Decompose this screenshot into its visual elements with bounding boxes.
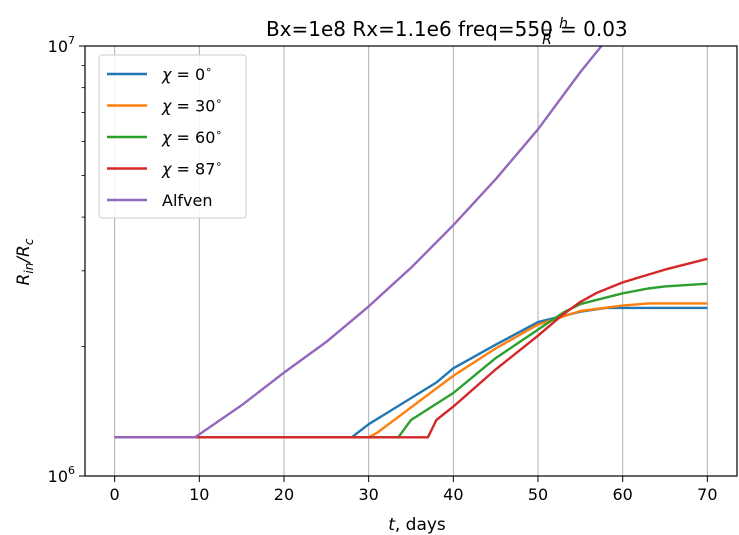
- legend-label: Alfven: [162, 191, 212, 210]
- series-line-2: [114, 282, 708, 439]
- legend-box: [98, 54, 247, 219]
- y-axis: 106 107: [48, 34, 85, 486]
- series-layer: [114, 46, 708, 439]
- legend-label: χ = 30∘: [161, 95, 222, 116]
- title-fraction-den: R: [542, 32, 552, 48]
- series-line-1: [114, 302, 708, 439]
- legend-label: χ = 0∘: [161, 63, 212, 84]
- title-suffix: = 0.03: [560, 17, 628, 41]
- x-tick-label: 40: [443, 485, 463, 504]
- y-axis-label: Rin/Rc: [14, 238, 36, 285]
- chart-title: Bx=1e8 Rx=1.1e6 freq=550 h: [266, 16, 568, 41]
- x-tick-label: 70: [697, 485, 717, 504]
- series-line-0: [114, 306, 708, 439]
- legend-label: χ = 60∘: [161, 126, 222, 147]
- legend-label: χ = 87∘: [161, 158, 222, 179]
- x-tick-label: 50: [528, 485, 548, 504]
- y-tick-label: 106: [48, 464, 75, 486]
- x-axis-label: t, days: [388, 515, 446, 535]
- x-axis: 0 10 20 30 40 50 60 70: [110, 476, 718, 504]
- y-tick-label: 107: [48, 34, 75, 56]
- series-line-4: [114, 46, 603, 439]
- x-tick-label: 10: [189, 485, 209, 504]
- plot-frame: [84, 45, 738, 477]
- x-tick-label: 30: [358, 485, 378, 504]
- x-tick-label: 60: [613, 485, 633, 504]
- x-tick-label: 20: [274, 485, 294, 504]
- legend: χ = 0∘ χ = 30∘ χ = 60∘ χ = 87∘ Alfven: [98, 54, 247, 219]
- title-fraction: R = 0.03: [542, 17, 628, 48]
- series-line-3: [114, 257, 708, 439]
- x-tick-label: 0: [110, 485, 120, 504]
